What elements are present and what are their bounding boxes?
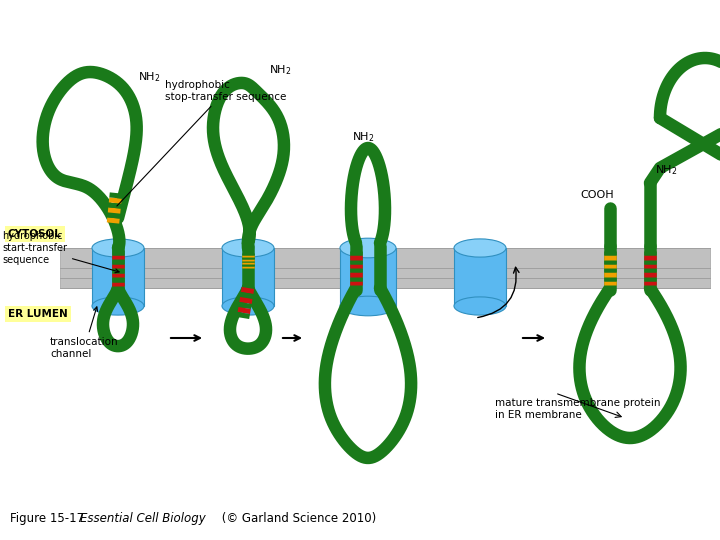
Ellipse shape: [454, 239, 506, 257]
Text: ER LUMEN: ER LUMEN: [8, 309, 68, 319]
Text: translocation
channel: translocation channel: [50, 307, 119, 359]
Bar: [222, 248, 274, 306]
Bar: [60, 248, 710, 288]
Ellipse shape: [222, 297, 274, 315]
Text: mature transmembrane protein
in ER membrane: mature transmembrane protein in ER membr…: [495, 398, 660, 420]
Text: hydrophobic
start-transfer
sequence: hydrophobic start-transfer sequence: [2, 232, 119, 273]
Bar: [454, 248, 506, 306]
Text: CYTOSOL: CYTOSOL: [8, 229, 62, 239]
Text: NH$_2$: NH$_2$: [655, 163, 678, 177]
Text: NH$_2$: NH$_2$: [352, 130, 374, 144]
Ellipse shape: [92, 297, 144, 315]
Text: NH$_2$: NH$_2$: [269, 63, 292, 77]
Text: hydrophobic
stop-transfer sequence: hydrophobic stop-transfer sequence: [117, 80, 287, 206]
Ellipse shape: [340, 238, 396, 258]
Ellipse shape: [222, 239, 274, 257]
Text: NH$_2$: NH$_2$: [138, 70, 161, 84]
Bar: [92, 248, 144, 306]
Bar: [340, 248, 396, 306]
Text: Figure 15-17: Figure 15-17: [10, 512, 91, 525]
Text: Essential Cell Biology: Essential Cell Biology: [80, 512, 206, 525]
Text: COOH: COOH: [580, 190, 613, 200]
Ellipse shape: [340, 296, 396, 316]
Ellipse shape: [92, 239, 144, 257]
Text: (© Garland Science 2010): (© Garland Science 2010): [218, 512, 377, 525]
Ellipse shape: [454, 297, 506, 315]
